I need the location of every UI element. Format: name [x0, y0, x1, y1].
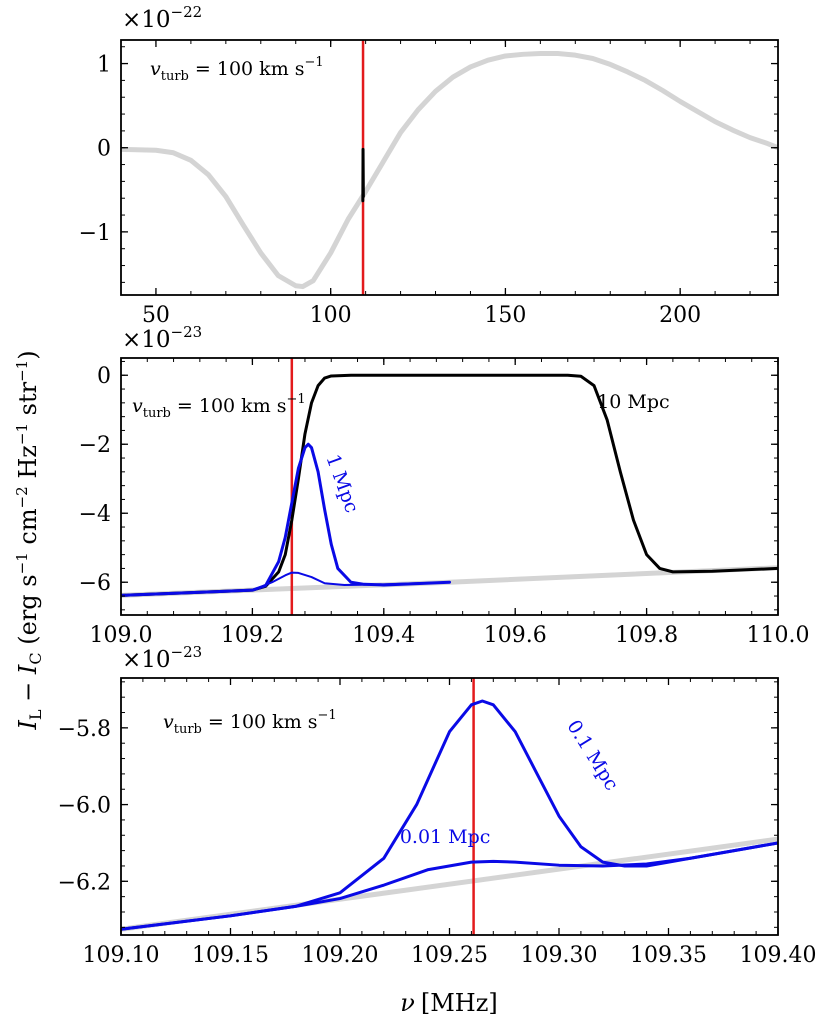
p1-ytick-label: 0: [97, 137, 111, 162]
p3-xtick-label: 109.10: [83, 943, 160, 968]
panel-bottom-annotation: vturb = 100 km s−1: [163, 708, 337, 737]
p3-curve-label-1: 0.01 Mpc: [400, 826, 491, 848]
panel-bottom-scale-factor: ×10−23: [122, 643, 202, 673]
p3-xtick-label: 109.35: [630, 943, 707, 968]
p2-series-10-mpc: [121, 373, 778, 597]
p1-ytick-label: −1: [79, 221, 111, 246]
p3-xtick-label: 109.15: [192, 943, 269, 968]
p3-xtick-label: 109.30: [521, 943, 598, 968]
p2-curve-label-1: 1 Mpc: [321, 451, 362, 515]
p3-xtick-label: 109.40: [740, 943, 817, 968]
p3-xtick-label: 109.20: [302, 943, 379, 968]
p3-ytick-label: −6.0: [58, 794, 111, 819]
p3-ytick-label: −5.8: [58, 717, 111, 742]
p3-ytick-label: −6.2: [58, 870, 111, 895]
p1-series-full-curve: [121, 50, 778, 290]
p2-ytick-label: 0: [97, 364, 111, 389]
p2-ytick-label: −4: [79, 502, 111, 527]
p3-series-0-01-mpc: [121, 841, 778, 931]
panel-top-scale-factor: ×10−22: [122, 3, 202, 33]
panel-middle: 10 Mpc 1 Mpc 109.0 109.2 109.4 109.6 109.8 110…: [79, 323, 810, 648]
p3-xtick-label: 109.25: [411, 943, 488, 968]
y-axis-label: IL − IC (erg s−1 cm−2 Hz−1 str−1): [13, 350, 45, 730]
p2-xtick-label: 109.2: [221, 623, 284, 648]
p3-series-0-1-mpc: [121, 699, 778, 931]
p2-ytick-label: −2: [79, 433, 111, 458]
p1-xtick-label: 100: [310, 303, 352, 328]
p1-ytick-label: 1: [97, 53, 111, 78]
panel-middle-frame: [120, 357, 779, 616]
p3-series-continuum: [121, 836, 778, 932]
p2-series-0-1-mpc: [121, 571, 451, 597]
panel-middle-annotation: vturb = 100 km s−1: [132, 392, 306, 421]
p2-xtick-label: 109.8: [615, 623, 678, 648]
p2-ytick-label: −6: [79, 571, 111, 596]
p2-xtick-label: 110.0: [747, 623, 810, 648]
panel-top: 50 100 150 200 −1 0 1 ×10−22 vturb = 100 km s−…: [79, 3, 779, 328]
p1-xtick-label: 150: [484, 303, 526, 328]
panel-top-frame: [120, 39, 779, 296]
panel-bottom-frame: [120, 677, 779, 936]
p1-xtick-label: 200: [659, 303, 701, 328]
panel-bottom: 0.1 Mpc 0.01 Mpc 109.10 109.15 109.20 109.25…: [58, 643, 817, 968]
p2-xtick-label: 109.4: [352, 623, 415, 648]
p3-curve-label-0: 0.1 Mpc: [562, 716, 622, 794]
p2-xtick-label: 109.0: [90, 623, 153, 648]
p2-xtick-label: 109.6: [484, 623, 547, 648]
x-axis-label: ν [MHz]: [400, 989, 497, 1017]
p2-series-1-mpc: [121, 442, 451, 597]
panel-middle-scale-factor: ×10−23: [122, 323, 202, 353]
p1-xtick-label: 50: [142, 303, 170, 328]
p2-curve-label-0: 10 Mpc: [597, 391, 669, 413]
p1-series-absorption-spike: [361, 147, 365, 203]
panel-top-annotation: vturb = 100 km s−1: [150, 55, 324, 84]
